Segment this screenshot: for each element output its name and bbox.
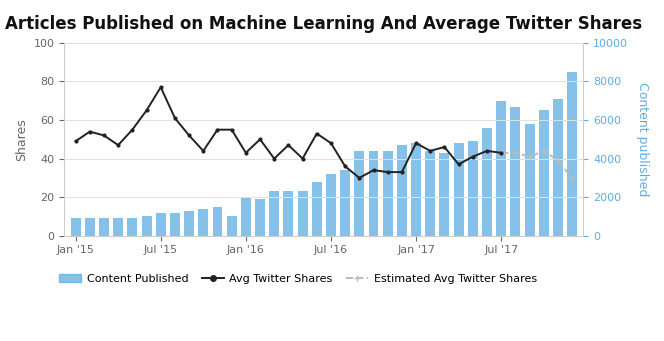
Bar — [212, 207, 222, 236]
Bar — [454, 143, 463, 236]
Bar — [340, 170, 350, 236]
Bar — [369, 151, 378, 236]
Bar — [382, 151, 392, 236]
Bar — [85, 218, 95, 236]
Bar — [468, 141, 478, 236]
Bar — [99, 218, 109, 236]
Bar — [553, 99, 563, 236]
Bar — [397, 145, 407, 236]
Bar — [114, 218, 123, 236]
Bar — [184, 211, 194, 236]
Bar — [156, 212, 166, 236]
Bar — [539, 110, 548, 236]
Y-axis label: Shares: Shares — [15, 118, 28, 161]
Bar — [269, 191, 279, 236]
Bar — [482, 128, 492, 236]
Bar — [297, 191, 307, 236]
Bar — [141, 217, 151, 236]
Bar — [241, 197, 251, 236]
Bar — [567, 72, 577, 236]
Bar — [170, 212, 180, 236]
Legend: Content Published, Avg Twitter Shares, Estimated Avg Twitter Shares: Content Published, Avg Twitter Shares, E… — [54, 269, 541, 288]
Bar — [425, 151, 435, 236]
Bar — [70, 218, 80, 236]
Bar — [511, 106, 521, 236]
Bar — [284, 191, 293, 236]
Bar — [127, 218, 137, 236]
Bar — [199, 209, 208, 236]
Bar — [226, 217, 236, 236]
Bar — [440, 153, 450, 236]
Bar — [496, 101, 506, 236]
Bar — [255, 199, 265, 236]
Bar — [355, 151, 365, 236]
Bar — [411, 143, 421, 236]
Bar — [312, 182, 322, 236]
Bar — [525, 124, 535, 236]
Y-axis label: Content published: Content published — [636, 82, 649, 196]
Bar — [326, 174, 336, 236]
Title: Articles Published on Machine Learning And Average Twitter Shares: Articles Published on Machine Learning A… — [5, 15, 643, 33]
